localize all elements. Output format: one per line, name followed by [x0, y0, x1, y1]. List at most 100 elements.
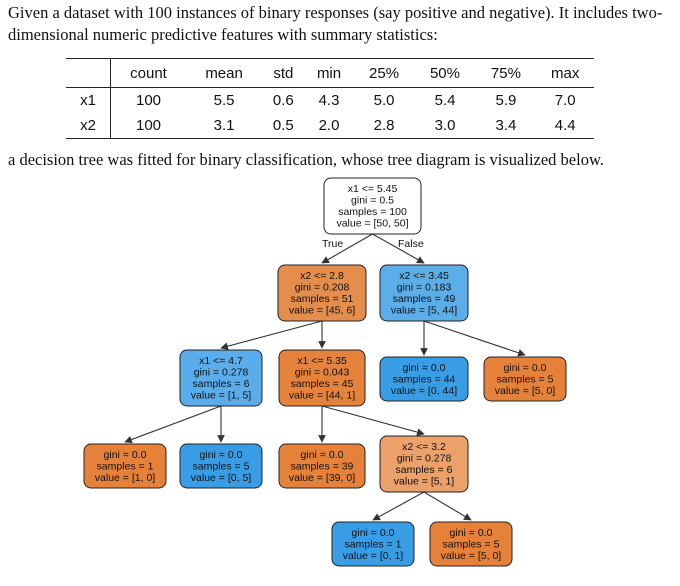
tree-node-line: gini = 0.278: [194, 367, 249, 379]
tree-node-line: x2 <= 3.2: [402, 441, 446, 453]
tree-node-box: [278, 349, 366, 407]
tree-node-line: samples = 49: [393, 293, 456, 305]
tree-node-line: value = [1, 0]: [95, 472, 155, 484]
table-cell: 3.0: [414, 113, 476, 139]
tree-node-box: [179, 349, 263, 407]
middle-paragraph: a decision tree was fitted for binary cl…: [8, 150, 604, 169]
tree-node-line: samples = 6: [193, 378, 250, 390]
tree-node-line: samples = 1: [345, 538, 402, 550]
summary-statistics-table: count mean std min 25% 50% 75% max x1 10…: [66, 58, 594, 139]
table-header-corner: [66, 58, 111, 88]
tree-node-line: gini = 0.0: [450, 527, 493, 539]
tree-node-line: samples = 100: [338, 206, 407, 218]
tree-edge: [220, 320, 323, 350]
tree-edge: [372, 233, 425, 264]
tree-edge: [423, 320, 526, 357]
tree-node-line: samples = 51: [291, 293, 354, 305]
table-cell: x2: [66, 113, 111, 139]
intro-paragraph: Given a dataset with 100 instances of bi…: [8, 3, 663, 44]
tree-node-line: gini = 0.0: [200, 449, 243, 461]
tree-node-line: gini = 0.0: [352, 527, 395, 539]
table-header-count: count: [110, 58, 186, 88]
tree-node-box: [278, 443, 366, 489]
table-cell: 0.5: [262, 113, 305, 139]
table-cell: 2.8: [353, 113, 415, 139]
tree-edge: [321, 405, 425, 436]
tree-node-line: value = [39, 0]: [289, 472, 355, 484]
tree-node-line: x2 <= 2.8: [300, 270, 344, 282]
tree-node-line: value = [5, 44]: [391, 305, 457, 317]
table-cell: 0.6: [272, 92, 294, 109]
tree-node-box: [323, 177, 422, 235]
tree-node-line: x1 <= 5.35: [297, 355, 347, 367]
tree-node-line: gini = 0.0: [403, 362, 446, 374]
tree-edges: [124, 233, 526, 521]
table-row: x1 100 5.5 0.6 4.3 5.0 5.4 5.9 7.0: [66, 87, 594, 113]
tree-node-line: value = [0, 44]: [391, 385, 457, 397]
table-header-mean: mean: [186, 58, 263, 88]
tree-node-line: samples = 1: [97, 460, 154, 472]
tree-node-line: gini = 0.043: [295, 367, 350, 379]
tree-node-line: value = [1, 5]: [191, 390, 251, 402]
table-header-25: 25%: [353, 58, 415, 88]
table-header-row: count mean std min 25% 50% 75% max: [66, 58, 594, 88]
table-cell: 3.4: [475, 113, 537, 139]
table-header-max: max: [536, 58, 594, 88]
tree-node-line: value = [44, 1]: [289, 390, 355, 402]
table-header-50: 50%: [414, 58, 476, 88]
tree-node-line: x2 <= 3.45: [399, 270, 449, 282]
table-cell: 4.4: [536, 113, 594, 139]
tree-node-box: [483, 356, 567, 402]
table-cell: 4.3: [318, 92, 340, 109]
table-cell: x1: [66, 87, 111, 113]
tree-node-line: gini = 0.278: [397, 453, 452, 465]
table-row: x2 100 3.1 0.5 2.0 2.8 3.0 3.4 4.4: [66, 113, 594, 139]
tree-node-box: [379, 435, 469, 493]
tree-node-line: samples = 44: [393, 373, 456, 385]
tree-node-line: value = [0, 5]: [191, 472, 251, 484]
tree-edge: [372, 491, 425, 521]
tree-node-line: samples = 5: [193, 460, 250, 472]
tree-node-box: [379, 264, 469, 322]
tree-node-line: value = [0, 1]: [343, 550, 403, 562]
table-cell: 100: [135, 92, 162, 109]
table-cell: 5.0: [373, 92, 395, 109]
tree-node-line: gini = 0.183: [397, 282, 452, 294]
tree-node-line: value = [5, 0]: [495, 385, 555, 397]
tree-node-line: gini = 0.0: [504, 362, 547, 374]
table-cell: 100: [110, 113, 186, 139]
tree-node-line: x1 <= 5.45: [348, 183, 398, 195]
tree-node-line: gini = 0.208: [295, 282, 350, 294]
tree-node-line: gini = 0.0: [301, 449, 344, 461]
table-cell: 5.5: [213, 92, 235, 109]
tree-edge: [124, 405, 222, 444]
table-cell: 7.0: [554, 92, 576, 109]
tree-node-box: [429, 521, 513, 567]
tree-node-line: value = [5, 0]: [441, 550, 501, 562]
tree-node-box: [379, 356, 469, 402]
tree-node-box: [83, 443, 167, 489]
tree-edge: [321, 233, 373, 264]
table-header-std: std: [262, 58, 305, 88]
table-header-min: min: [304, 58, 354, 88]
table-cell: 2.0: [304, 113, 354, 139]
tree-node-line: samples = 5: [443, 538, 500, 550]
table-cell: 5.9: [495, 92, 517, 109]
table-cell: 5.4: [434, 92, 456, 109]
tree-node-box: [277, 264, 367, 322]
